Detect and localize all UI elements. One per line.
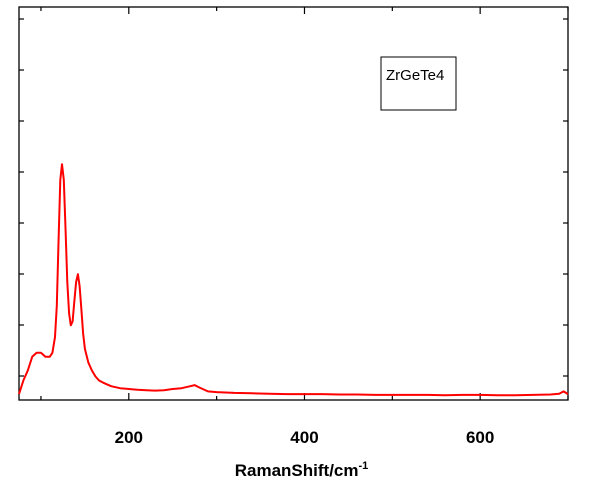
series-group	[18, 163, 569, 397]
legend-label: ZrGeTe4	[386, 67, 444, 84]
y-axis-ticks	[19, 18, 568, 377]
plot-frame	[18, 6, 569, 401]
plot-area-border	[18, 6, 569, 401]
x-axis-title-main: RamanShift/cm	[235, 461, 359, 480]
x-tick-label: 400	[290, 428, 318, 447]
x-axis-title-superscript: -1	[358, 460, 368, 472]
legend: ZrGeTe4	[380, 56, 457, 111]
x-axis-ticks: 200 400 600	[40, 7, 569, 447]
legend-box	[380, 56, 457, 111]
x-axis-title: RamanShift/cm-1	[235, 460, 369, 480]
series-line	[18, 163, 569, 397]
x-tick-label: 600	[466, 428, 494, 447]
x-tick-label: 200	[115, 428, 143, 447]
